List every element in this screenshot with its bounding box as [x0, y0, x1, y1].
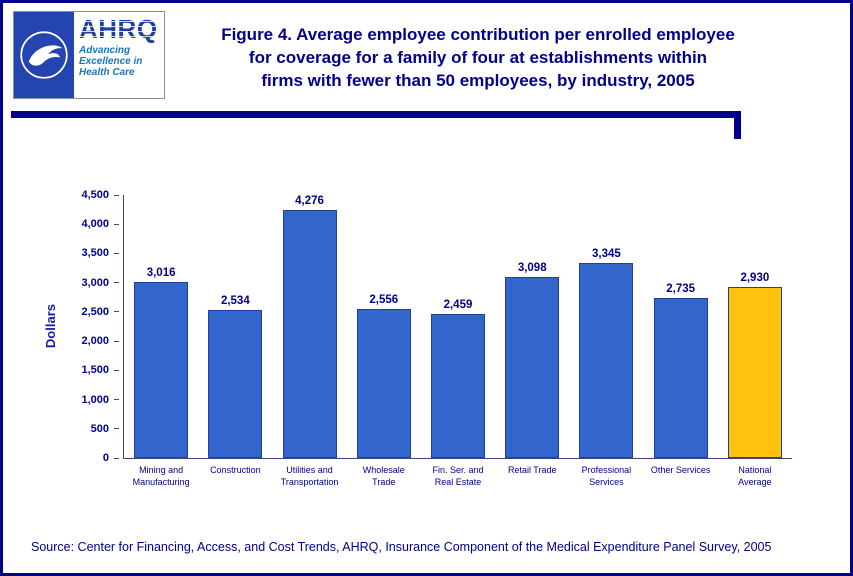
bar-utilities-and-transportation: [282, 210, 337, 458]
category-label-mining-and-manufacturing: Mining and Manufacturing: [132, 465, 190, 487]
y-axis-tick-label: 0: [102, 452, 109, 464]
y-axis-tick-label: 1,500: [81, 364, 109, 377]
y-axis-tick-mark: [114, 311, 119, 313]
category-label-utilities-and-transportation: Utilities and Transportation: [280, 465, 339, 487]
category-label-retail-trade: Retail Trade: [507, 465, 557, 475]
y-axis-tick-label: 3,000: [81, 276, 109, 289]
header-divider-horizontal: [11, 111, 741, 118]
category-label-national-average: National Average: [738, 465, 772, 487]
bar-value-label: 2,556: [369, 294, 399, 306]
y-axis-tick-mark: [114, 252, 119, 254]
bar-cell-wholesale-trade: 2,556: [347, 195, 421, 458]
ahrq-logo-wordmark: AHRQ: [79, 14, 158, 44]
page-title-line: Figure 4. Average employee contribution …: [221, 25, 735, 44]
y-axis-tick-mark: [114, 428, 119, 430]
y-axis-tick-mark: [114, 282, 119, 284]
y-axis-tick-label: 1,000: [81, 393, 109, 406]
bar-fin-ser-and-real-estate: [430, 314, 485, 458]
bar-construction: [208, 310, 263, 458]
category-label-construction: Construction: [210, 465, 261, 475]
bar-value-label: 2,459: [443, 299, 473, 311]
bar-value-label: 3,345: [592, 248, 621, 260]
y-axis-tick-mark: [114, 340, 119, 342]
bar-mining-and-manufacturing: [134, 282, 189, 458]
y-axis-tick-label: 500: [90, 422, 109, 435]
category-label-fin-ser-and-real-estate: Fin. Ser. and Real Estate: [432, 465, 484, 487]
x-axis-category-labels: Mining and Manufacturing Construction Utili…: [124, 464, 792, 488]
ahrq-logo: AHRQ Advancing Excellence in Health Care: [13, 11, 165, 99]
hhs-eagle-icon: [20, 31, 68, 79]
y-axis-tick-label: 4,500: [81, 189, 109, 201]
bar-value-label: 3,016: [146, 267, 176, 279]
y-axis-tick-label: 4,000: [81, 218, 109, 231]
category-label-other-services: Other Services: [650, 465, 711, 475]
bar-wholesale-trade: [356, 309, 411, 458]
bar-retail-trade: [505, 277, 560, 458]
hhs-seal-icon: [14, 12, 74, 98]
bar-cell-professional-services: 3,345: [569, 195, 643, 458]
bar-other-services: [653, 298, 708, 458]
bar-value-label: 3,098: [517, 262, 547, 274]
y-axis-tick-label: 2,500: [81, 305, 109, 318]
bar-cell-fin-ser-and-real-estate: 2,459: [421, 195, 495, 458]
ahrq-logo-text-area: AHRQ Advancing Excellence in Health Care: [74, 12, 164, 98]
bar-value-label: 2,735: [666, 283, 696, 295]
bar-value-label: 2,534: [220, 295, 250, 307]
page-title: Figure 4. Average employee contribution …: [173, 23, 783, 92]
y-axis-tick-mark: [114, 399, 119, 401]
category-label-wholesale-trade: Wholesale Trade: [362, 465, 405, 487]
bar-series: 3,016 2,534 4,276 2,556 2,459 3,098 3,345 2,735…: [124, 195, 792, 458]
y-axis-tick-label: 3,500: [81, 247, 109, 260]
ahrq-tagline-line: Health Care: [79, 67, 135, 78]
ahrq-tagline-line: Excellence in: [79, 56, 143, 67]
ahrq-tagline: Advancing Excellence in Health Care: [79, 45, 160, 78]
bar-cell-construction: 2,534: [198, 195, 272, 458]
source-note: Source: Center for Financing, Access, an…: [31, 540, 772, 554]
y-axis-tick-label: 2,000: [81, 335, 109, 348]
bar-value-label: 2,930: [740, 272, 770, 284]
y-axis-tick-mark: [114, 369, 119, 371]
bar-cell-national-average: 2,930: [718, 195, 792, 458]
page-title-line: for coverage for a family of four at est…: [248, 48, 708, 67]
bar-value-label: 4,276: [295, 195, 324, 207]
y-axis-tick-mark: [114, 223, 119, 225]
bar-national-average: [727, 287, 782, 458]
bar-cell-mining-and-manufacturing: 3,016: [124, 195, 198, 458]
bar-cell-retail-trade: 3,098: [495, 195, 569, 458]
y-axis: 0 500 1,000 1,500 2,000 2,500 3,000 3,500 4,000 4…: [65, 189, 119, 464]
bar-professional-services: [579, 263, 634, 458]
y-axis-tick-mark: [114, 457, 119, 459]
ahrq-tagline-line: Advancing: [79, 45, 131, 56]
bar-cell-utilities-and-transportation: 4,276: [272, 195, 346, 458]
page-title-line: firms with fewer than 50 employees, by i…: [261, 71, 695, 90]
category-label-professional-services: Professional Services: [581, 465, 632, 487]
bar-cell-other-services: 2,735: [644, 195, 718, 458]
plot-area: [123, 195, 792, 459]
y-axis-tick-mark: [114, 194, 119, 196]
header-divider-vertical: [734, 111, 741, 139]
y-axis-title: Dollars: [42, 304, 58, 349]
